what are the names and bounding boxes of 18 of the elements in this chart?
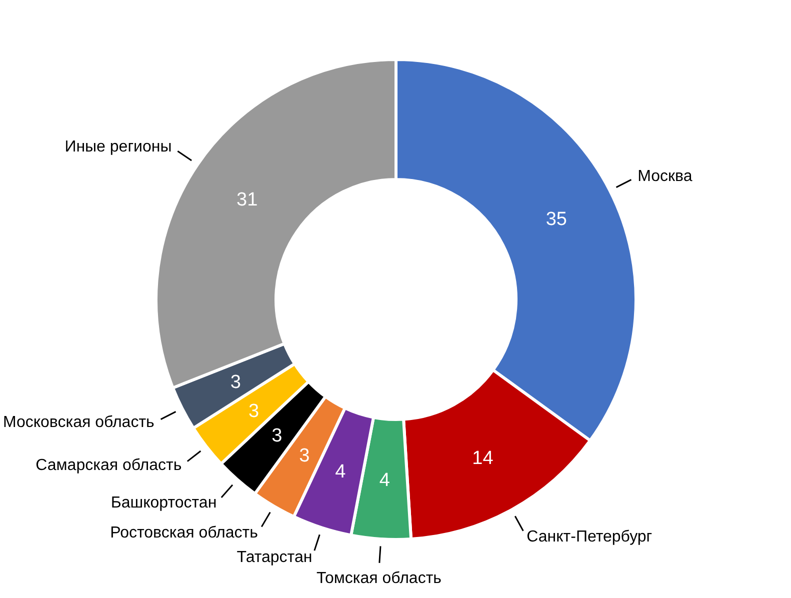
data-label: 3 [272,426,282,447]
data-label: 4 [379,470,390,492]
slice-label: Самарская область [36,457,182,474]
data-label: 3 [248,400,260,422]
data-label: 35 [546,208,567,230]
slice-label: Томская область [316,570,442,588]
data-label: 3 [299,445,310,466]
slice-label: Москва [638,168,692,185]
data-label: 14 [472,448,494,470]
slice-label: Московская область [2,414,154,432]
data-label: 31 [236,189,258,210]
slice-label: Ростовская область [110,524,258,542]
data-label: 4 [335,462,346,483]
slice-label: Татарстан [236,548,312,566]
slice-label: Иные регионы [64,138,172,156]
data-label: 3 [230,372,241,394]
slice-label: Башкортостан [110,494,217,512]
slice-label: Санкт-Петербург [526,528,652,546]
